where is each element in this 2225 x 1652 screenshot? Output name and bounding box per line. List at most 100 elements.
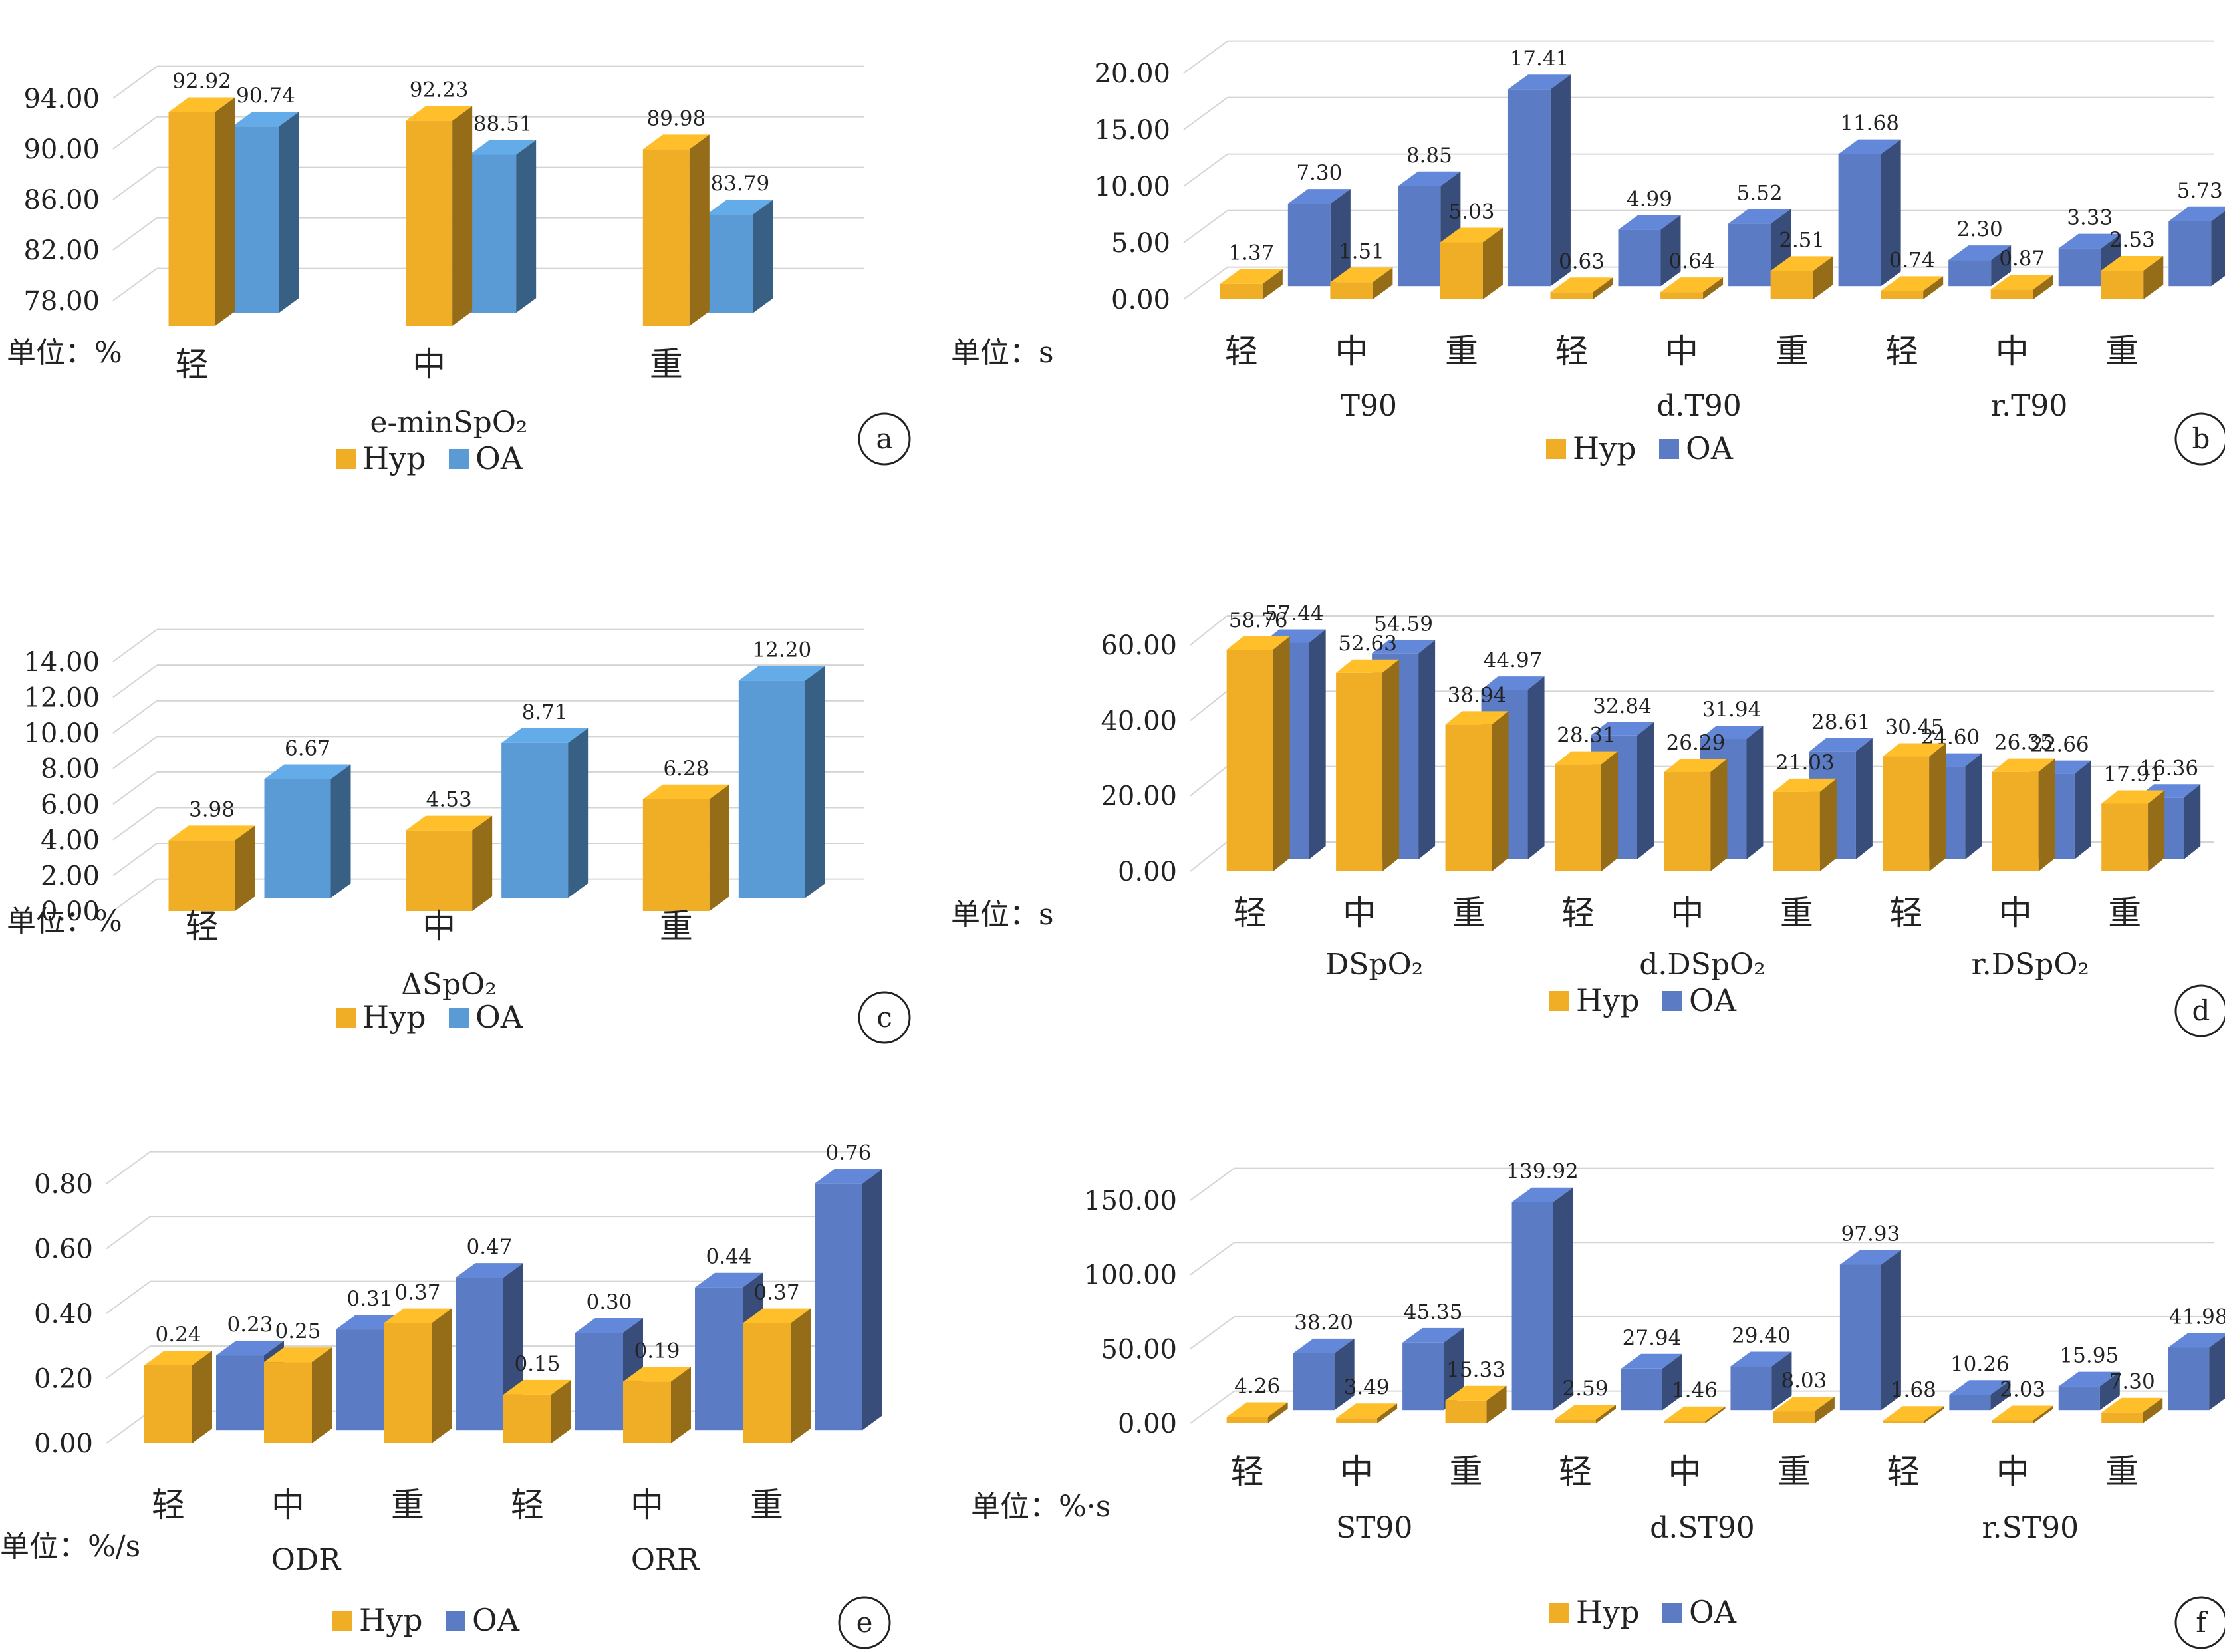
bar-oa-side xyxy=(568,728,589,898)
bar-hyp-value-label: 1.51 xyxy=(1339,239,1384,263)
bar-hyp-value-label: 30.45 xyxy=(1885,715,1944,739)
bar-hyp-value-label: 0.19 xyxy=(634,1339,680,1363)
x-category-label: 重 xyxy=(1780,894,1813,932)
bar-oa-front xyxy=(1838,154,1881,287)
bar-oa-top xyxy=(1838,139,1901,154)
bar-oa-side xyxy=(330,764,351,898)
bar-hyp xyxy=(2101,255,2164,299)
bar-oa-side xyxy=(2184,784,2201,859)
bar-hyp-side xyxy=(671,1367,691,1443)
bar-oa-top xyxy=(216,1341,284,1356)
bar-hyp xyxy=(1883,743,1946,871)
bar-hyp-front xyxy=(642,149,690,326)
bar-oa-value-label: 45.35 xyxy=(1404,1300,1463,1324)
bar-hyp-side xyxy=(1492,711,1509,871)
bar-oa-front xyxy=(1728,223,1771,287)
bar-hyp-value-label: 38.94 xyxy=(1448,683,1507,707)
y-tick-label: 78.00 xyxy=(23,286,100,317)
bar-hyp-value-label: 1.46 xyxy=(1672,1379,1718,1403)
y-tick-label: 20.00 xyxy=(1101,781,1177,812)
bar-hyp xyxy=(168,825,255,911)
chart-title: e-minSpO₂ xyxy=(370,406,527,440)
bar-hyp-front xyxy=(1660,292,1704,299)
legend-swatch-oa xyxy=(446,1611,465,1631)
bar-oa-side xyxy=(1881,1250,1901,1411)
bar-hyp-side xyxy=(551,1379,571,1443)
x-category-label: 轻 xyxy=(1231,1452,1264,1491)
bar-oa-value-label: 44.97 xyxy=(1484,648,1543,672)
grid-diag xyxy=(112,878,158,912)
bar-oa-value-label: 5.73 xyxy=(2177,179,2223,203)
bar-oa-top xyxy=(815,1169,882,1184)
panel-label-circle xyxy=(2174,412,2225,466)
unit-label: 单位：s xyxy=(951,336,1054,370)
x-category-label: 轻 xyxy=(152,1486,185,1524)
bar-hyp-top xyxy=(1883,1406,1944,1421)
bar-oa-top xyxy=(575,1317,643,1333)
bar-hyp-value-label: 52.63 xyxy=(1338,632,1397,656)
x-category-label: 重 xyxy=(660,907,693,946)
x-category-label: 重 xyxy=(2105,1452,2139,1491)
gridlines xyxy=(1183,40,2214,300)
x-category-label: 重 xyxy=(750,1486,783,1524)
x-category-label: 重 xyxy=(1777,1452,1811,1491)
panel-label: a xyxy=(876,422,892,455)
bar-oa-front xyxy=(264,779,331,898)
bar-oa-value-label: 0.44 xyxy=(706,1245,751,1269)
legend-label-oa: OA xyxy=(472,1602,520,1638)
grid-diag xyxy=(112,700,158,734)
bar-oa-value-label: 11.68 xyxy=(1840,112,1899,136)
bar-hyp-side xyxy=(1601,751,1618,871)
x-category-label: 中 xyxy=(271,1486,305,1524)
bar-oa-value-label: 17.41 xyxy=(1510,47,1569,70)
bar-oa xyxy=(738,666,825,898)
bar-hyp-front xyxy=(168,112,215,326)
x-category-label: 中 xyxy=(1665,332,1698,370)
grid-diag xyxy=(1190,1390,1235,1424)
bar-oa xyxy=(264,764,351,898)
bar-hyp-value-label: 0.25 xyxy=(275,1319,321,1343)
legend-swatch-hyp xyxy=(1546,439,1566,459)
bar-hyp-top xyxy=(1226,1402,1288,1417)
legend-swatch-oa xyxy=(1662,991,1682,1011)
bar-oa xyxy=(1730,1351,1792,1411)
panel-label-circle xyxy=(858,991,911,1044)
bar-hyp-side xyxy=(1703,277,1724,299)
legend-swatch-hyp xyxy=(336,1008,356,1028)
bar-oa-top xyxy=(1293,1338,1355,1353)
bar-hyp-top xyxy=(2101,790,2165,804)
y-tick-label: 15.00 xyxy=(1094,115,1170,146)
bar-oa-side xyxy=(279,112,299,313)
bar-oa-value-label: 57.44 xyxy=(1265,602,1324,626)
y-tick-label: 6.00 xyxy=(41,789,100,820)
bar-hyp xyxy=(1445,1385,1507,1423)
bar-oa xyxy=(1398,171,1461,287)
panel-f: 0.00 50.00 100.00 150.00 38.20 4.26 轻 45.35 3.49… xyxy=(951,1091,2225,1652)
bar-oa-front xyxy=(469,154,517,313)
bar-oa-top xyxy=(1398,171,1461,186)
bar-hyp-top xyxy=(1220,269,1283,284)
unit-label: 单位：%·s xyxy=(971,1490,1111,1524)
bar-hyp-front xyxy=(1336,672,1383,871)
bar-oa xyxy=(815,1169,882,1431)
bar-oa xyxy=(1728,209,1791,287)
x-category-label: 轻 xyxy=(1561,894,1595,932)
bar-hyp-front xyxy=(1770,271,1813,299)
bar-oa-front xyxy=(232,126,279,313)
bar-hyp-value-label: 2.51 xyxy=(1779,228,1825,252)
bar-hyp xyxy=(1440,227,1503,299)
bar-hyp-top xyxy=(1773,1397,1835,1412)
unit-label: 单位：% xyxy=(7,336,122,370)
bar-oa-value-label: 8.71 xyxy=(522,700,568,724)
bar-hyp-top xyxy=(2101,255,2164,271)
y-tick-label: 0.20 xyxy=(34,1364,93,1395)
bar-oa-value-label: 0.30 xyxy=(586,1290,632,1314)
bar-hyp-front xyxy=(1881,291,1924,299)
bar-hyp xyxy=(1226,1402,1288,1423)
bar-hyp-side xyxy=(235,825,255,911)
legend-label-hyp: Hyp xyxy=(359,1602,423,1638)
bar-oa-top xyxy=(456,1263,523,1278)
x-category-label: 中 xyxy=(1343,894,1376,932)
bar-oa-top xyxy=(469,140,537,155)
bar-hyp-top xyxy=(642,784,729,799)
